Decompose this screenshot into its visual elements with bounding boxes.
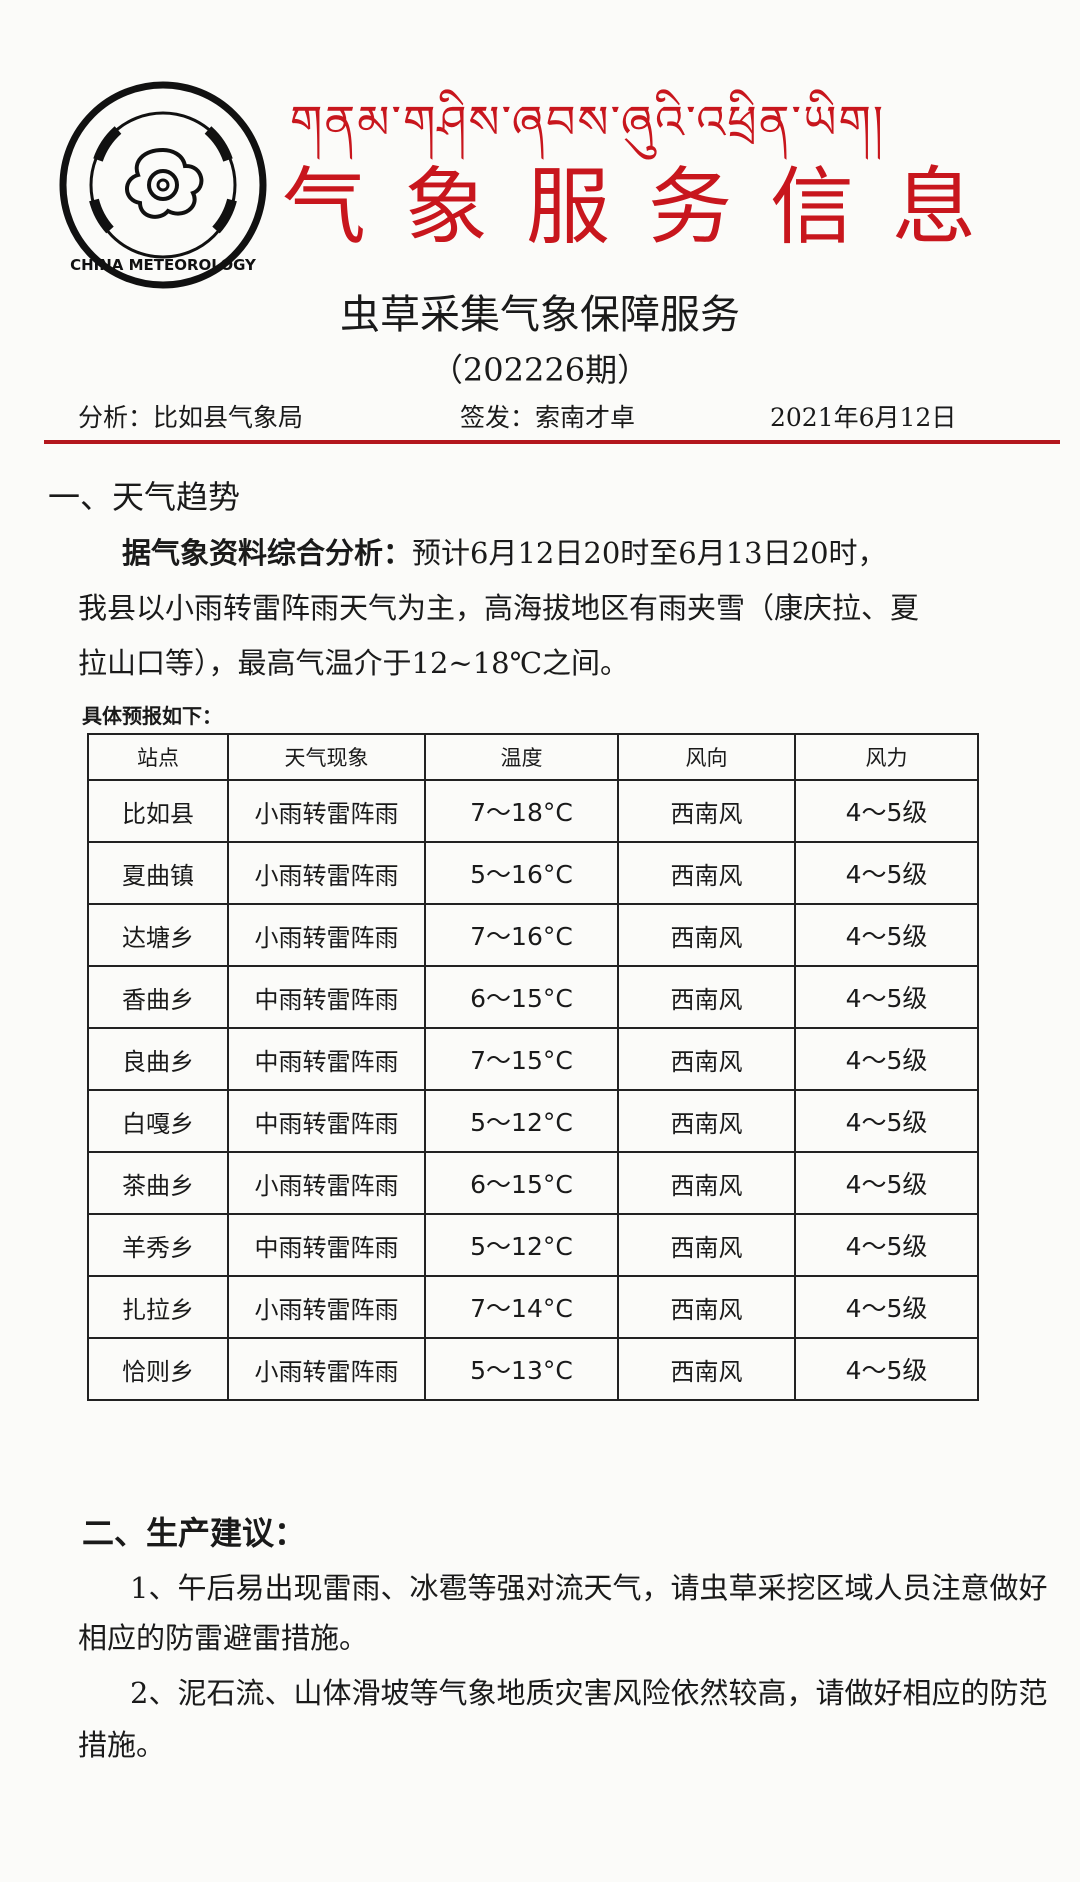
cell-weather: 中雨转雷阵雨 [227,1089,426,1153]
cell-station: 白嘎乡 [87,1089,229,1153]
paragraph-line: 据气象资料综合分析：预计6月12日20时至6月13日20时， [122,530,887,572]
cell-weather: 中雨转雷阵雨 [227,1027,426,1091]
advice-item-2-cont: 措施。 [78,1728,166,1762]
header-temperature: 温度 [424,733,619,781]
cell-wind-direction: 西南风 [617,965,796,1029]
issue-date: 2021年6月12日 [770,403,957,432]
paragraph-line: 拉山口等），最高气温介于12~18℃之间。 [78,646,630,680]
header-wind-force: 风力 [794,733,979,781]
cell-wind-direction: 西南风 [617,1213,796,1277]
cell-temperature: 7～14°C [424,1275,619,1339]
table-row: 羊秀乡 中雨转雷阵雨 5～12°C 西南风 4～5级 [87,1213,979,1277]
svg-text:CHINA METEOROLOGY: CHINA METEOROLOGY [70,256,257,274]
china-meteorology-logo: CHINA METEOROLOGY [59,81,267,289]
cell-station: 扎拉乡 [87,1275,229,1339]
cell-wind-direction: 西南风 [617,1089,796,1153]
cell-wind-direction: 西南风 [617,779,796,843]
cell-wind-force: 4～5级 [794,903,979,967]
cell-weather: 小雨转雷阵雨 [227,1337,426,1401]
red-divider [44,440,1060,444]
cell-wind-direction: 西南风 [617,841,796,905]
letterhead-tibetan-title: གནམ་གཤིས་ཞབས་ཞུའི་འཕྲིན་ཡིག། [290,95,886,149]
paragraph-text: 预计6月12日20时至6月13日20时， [412,536,887,570]
cell-wind-force: 4～5级 [794,965,979,1029]
table-row: 达塘乡 小雨转雷阵雨 7～16°C 西南风 4～5级 [87,903,979,967]
cell-wind-force: 4～5级 [794,1275,979,1339]
cell-wind-direction: 西南风 [617,1337,796,1401]
cell-wind-force: 4～5级 [794,1027,979,1091]
cell-wind-force: 4～5级 [794,1151,979,1215]
cell-weather: 中雨转雷阵雨 [227,1213,426,1277]
forecast-table: 站点 天气现象 温度 风向 风力 比如县 小雨转雷阵雨 7～18°C 西南风 4～5级夏… [87,733,979,1401]
signed-by: 签发：索南才卓 [460,403,636,432]
cell-temperature: 5～16°C [424,841,619,905]
table-header-row: 站点 天气现象 温度 风向 风力 [87,733,979,781]
cell-temperature: 7～18°C [424,779,619,843]
cell-wind-force: 4～5级 [794,1089,979,1153]
cell-station: 夏曲镇 [87,841,229,905]
table-intro: 具体预报如下： [82,704,222,728]
cell-wind-force: 4～5级 [794,841,979,905]
cell-wind-force: 4～5级 [794,1213,979,1277]
issue-number: （202226期） [430,351,650,389]
table-row: 恰则乡 小雨转雷阵雨 5～13°C 西南风 4～5级 [87,1337,979,1401]
cell-weather: 中雨转雷阵雨 [227,965,426,1029]
header-weather: 天气现象 [227,733,426,781]
cell-temperature: 5～13°C [424,1337,619,1401]
cell-temperature: 5～12°C [424,1213,619,1277]
cell-station: 茶曲乡 [87,1151,229,1215]
cell-wind-direction: 西南风 [617,1151,796,1215]
advice-item-1-cont: 相应的防雷避雷措施。 [78,1621,369,1655]
section-heading-production-advice: 二、生产建议： [82,1514,307,1552]
table-row: 扎拉乡 小雨转雷阵雨 7～14°C 西南风 4～5级 [87,1275,979,1339]
paragraph-line: 我县以小雨转雷阵雨天气为主，高海拔地区有雨夹雪（康庆拉、夏 [78,591,920,625]
letterhead-title: 气象服务信息 [282,158,1015,256]
cell-weather: 小雨转雷阵雨 [227,1151,426,1215]
cell-station: 达塘乡 [87,903,229,967]
document-subtitle: 虫草采集气象保障服务 [340,292,740,338]
table-row: 香曲乡 中雨转雷阵雨 6～15°C 西南风 4～5级 [87,965,979,1029]
cell-wind-direction: 西南风 [617,903,796,967]
cell-station: 香曲乡 [87,965,229,1029]
header-wind-direction: 风向 [617,733,796,781]
table-row: 夏曲镇 小雨转雷阵雨 5～16°C 西南风 4～5级 [87,841,979,905]
advice-item-2: 2、泥石流、山体滑坡等气象地质灾害风险依然较高，请做好相应的防范 [130,1676,1048,1710]
cell-station: 良曲乡 [87,1027,229,1091]
cell-weather: 小雨转雷阵雨 [227,1275,426,1339]
cell-temperature: 5～12°C [424,1089,619,1153]
cell-station: 比如县 [87,779,229,843]
paragraph-lead: 据气象资料综合分析： [122,536,413,570]
cell-wind-force: 4～5级 [794,1337,979,1401]
cell-temperature: 6～15°C [424,1151,619,1215]
cell-weather: 小雨转雷阵雨 [227,903,426,967]
analysis-by: 分析：比如县气象局 [78,403,304,432]
cell-temperature: 7～16°C [424,903,619,967]
table-row: 茶曲乡 小雨转雷阵雨 6～15°C 西南风 4～5级 [87,1151,979,1215]
table-row: 良曲乡 中雨转雷阵雨 7～15°C 西南风 4～5级 [87,1027,979,1091]
cell-station: 恰则乡 [87,1337,229,1401]
cell-weather: 小雨转雷阵雨 [227,841,426,905]
cell-weather: 小雨转雷阵雨 [227,779,426,843]
table-row: 比如县 小雨转雷阵雨 7～18°C 西南风 4～5级 [87,779,979,843]
section-heading-weather-trend: 一、天气趋势 [48,478,241,516]
cell-wind-direction: 西南风 [617,1027,796,1091]
cell-wind-direction: 西南风 [617,1275,796,1339]
advice-item-1: 1、午后易出现雷雨、冰雹等强对流天气，请虫草采挖区域人员注意做好 [130,1571,1048,1605]
header-station: 站点 [87,733,229,781]
table-row: 白嘎乡 中雨转雷阵雨 5～12°C 西南风 4～5级 [87,1089,979,1153]
cell-wind-force: 4～5级 [794,779,979,843]
cell-temperature: 6～15°C [424,965,619,1029]
cell-station: 羊秀乡 [87,1213,229,1277]
cell-temperature: 7～15°C [424,1027,619,1091]
